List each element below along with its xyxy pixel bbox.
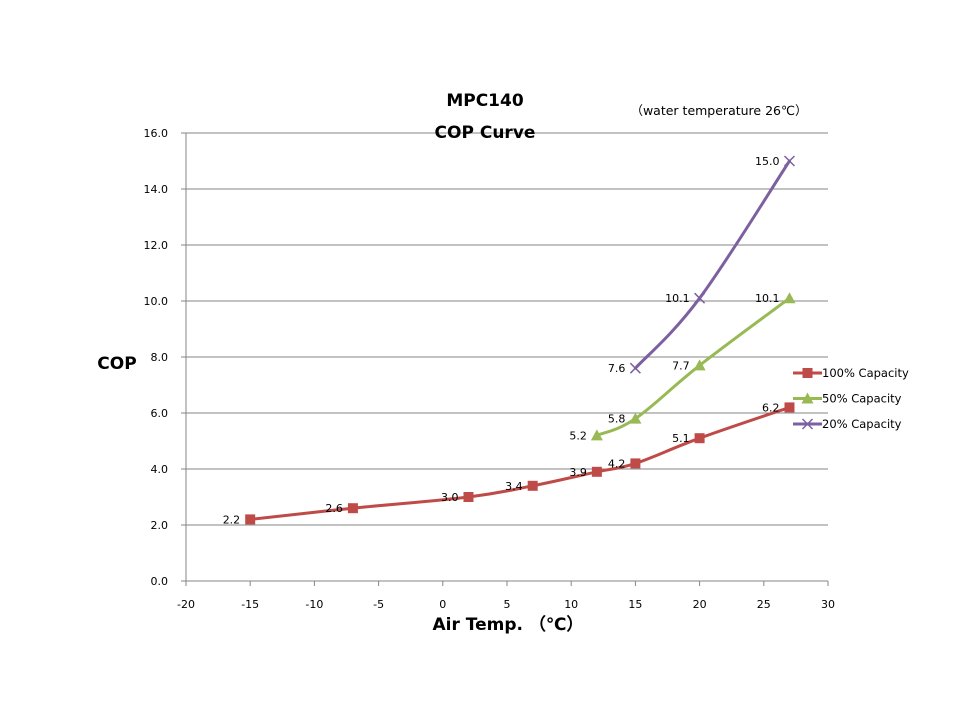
data-label-20pct-capacity: 15.0 [755, 155, 780, 168]
x-tick-label: -20 [177, 598, 195, 611]
x-tick-labels: -20 -15 -10 -5 0 5 10 15 20 25 30 [177, 598, 835, 611]
data-label-100pct-capacity: 3.0 [441, 491, 459, 504]
data-label-100pct-capacity: 4.2 [608, 457, 626, 470]
data-label-100pct-capacity: 5.1 [672, 432, 690, 445]
data-point-100pct-capacity [591, 466, 602, 477]
series-group [245, 155, 796, 525]
data-point-100pct-capacity [463, 492, 474, 502]
legend-label-100pct-capacity: 100% Capacity [822, 366, 909, 380]
data-label-100pct-capacity: 3.9 [569, 466, 587, 479]
y-tick-label: 16.0 [144, 127, 169, 140]
chart-title: MPC140 [446, 91, 524, 111]
data-label-100pct-capacity: 6.2 [762, 401, 780, 414]
x-tick-label: 5 [504, 598, 511, 611]
y-tick-label: 6.0 [151, 407, 169, 420]
data-point-100pct-capacity [694, 433, 705, 444]
legend-marker-100pct-capacity [802, 368, 813, 378]
data-label-20pct-capacity: 10.1 [665, 292, 690, 305]
data-point-20pct-capacity [694, 292, 706, 304]
series-line-50pct-capacity [595, 296, 791, 437]
data-point-50pct-capacity [590, 429, 603, 441]
axes [181, 132, 829, 586]
y-tick-label: 2.0 [151, 519, 169, 532]
legend-marker-50pct-capacity [801, 392, 814, 404]
x-tick-label: -15 [241, 598, 259, 611]
data-label-50pct-capacity: 5.2 [569, 429, 587, 442]
legend-marker-20pct-capacity [801, 418, 814, 430]
y-tick-label: 0.0 [151, 575, 169, 588]
y-tick-label: 8.0 [151, 351, 169, 364]
data-point-50pct-capacity [693, 359, 706, 371]
x-tick-label: 15 [628, 598, 642, 611]
legend-label-20pct-capacity: 20% Capacity [822, 417, 902, 431]
y-axis-title: COP [97, 354, 136, 374]
y-tick-label: 10.0 [144, 295, 169, 308]
data-point-100pct-capacity [347, 503, 358, 514]
x-tick-label: -10 [305, 598, 323, 611]
data-point-100pct-capacity [527, 480, 538, 491]
data-point-50pct-capacity [783, 292, 796, 304]
x-tick-label: 30 [821, 598, 835, 611]
data-point-100pct-capacity [245, 514, 256, 525]
legend: 100% Capacity 50% Capacity 20% Capacity [793, 366, 909, 431]
legend-label-50pct-capacity: 50% Capacity [822, 392, 902, 406]
y-tick-label: 12.0 [144, 239, 169, 252]
data-label-100pct-capacity: 3.4 [505, 480, 523, 493]
x-tick-label: 10 [564, 598, 578, 611]
data-label-50pct-capacity: 10.1 [755, 292, 780, 305]
data-point-50pct-capacity [629, 412, 642, 424]
data-label-50pct-capacity: 7.7 [672, 359, 690, 372]
data-point-100pct-capacity [630, 458, 641, 469]
x-tick-label: 25 [757, 598, 771, 611]
data-point-100pct-capacity [784, 402, 795, 413]
chart-subtitle: COP Curve [435, 123, 536, 143]
data-labels: 2.2 2.6 3.0 3.4 3.9 4.2 5.1 6.2 5.2 5.8 7.7 10.1 7.6… [223, 155, 780, 526]
data-label-100pct-capacity: 2.2 [223, 513, 241, 526]
y-tick-label: 4.0 [151, 463, 169, 476]
data-point-20pct-capacity [629, 362, 641, 374]
x-axis-title: Air Temp. （℃） [433, 614, 584, 635]
y-tick-labels: 0.0 2.0 4.0 6.0 8.0 10.0 12.0 14.0 16.0 [144, 127, 169, 588]
x-tick-label: 0 [439, 598, 446, 611]
x-tick-label: -5 [373, 598, 384, 611]
data-point-20pct-capacity [783, 155, 796, 167]
y-tick-label: 14.0 [144, 183, 169, 196]
data-label-50pct-capacity: 5.8 [608, 413, 626, 426]
data-label-20pct-capacity: 7.6 [608, 362, 626, 375]
series-line-20pct-capacity [633, 159, 791, 370]
x-tick-label: 20 [693, 598, 707, 611]
data-label-100pct-capacity: 2.6 [325, 502, 343, 515]
water-temperature-note: （water temperature 26℃） [630, 103, 807, 118]
